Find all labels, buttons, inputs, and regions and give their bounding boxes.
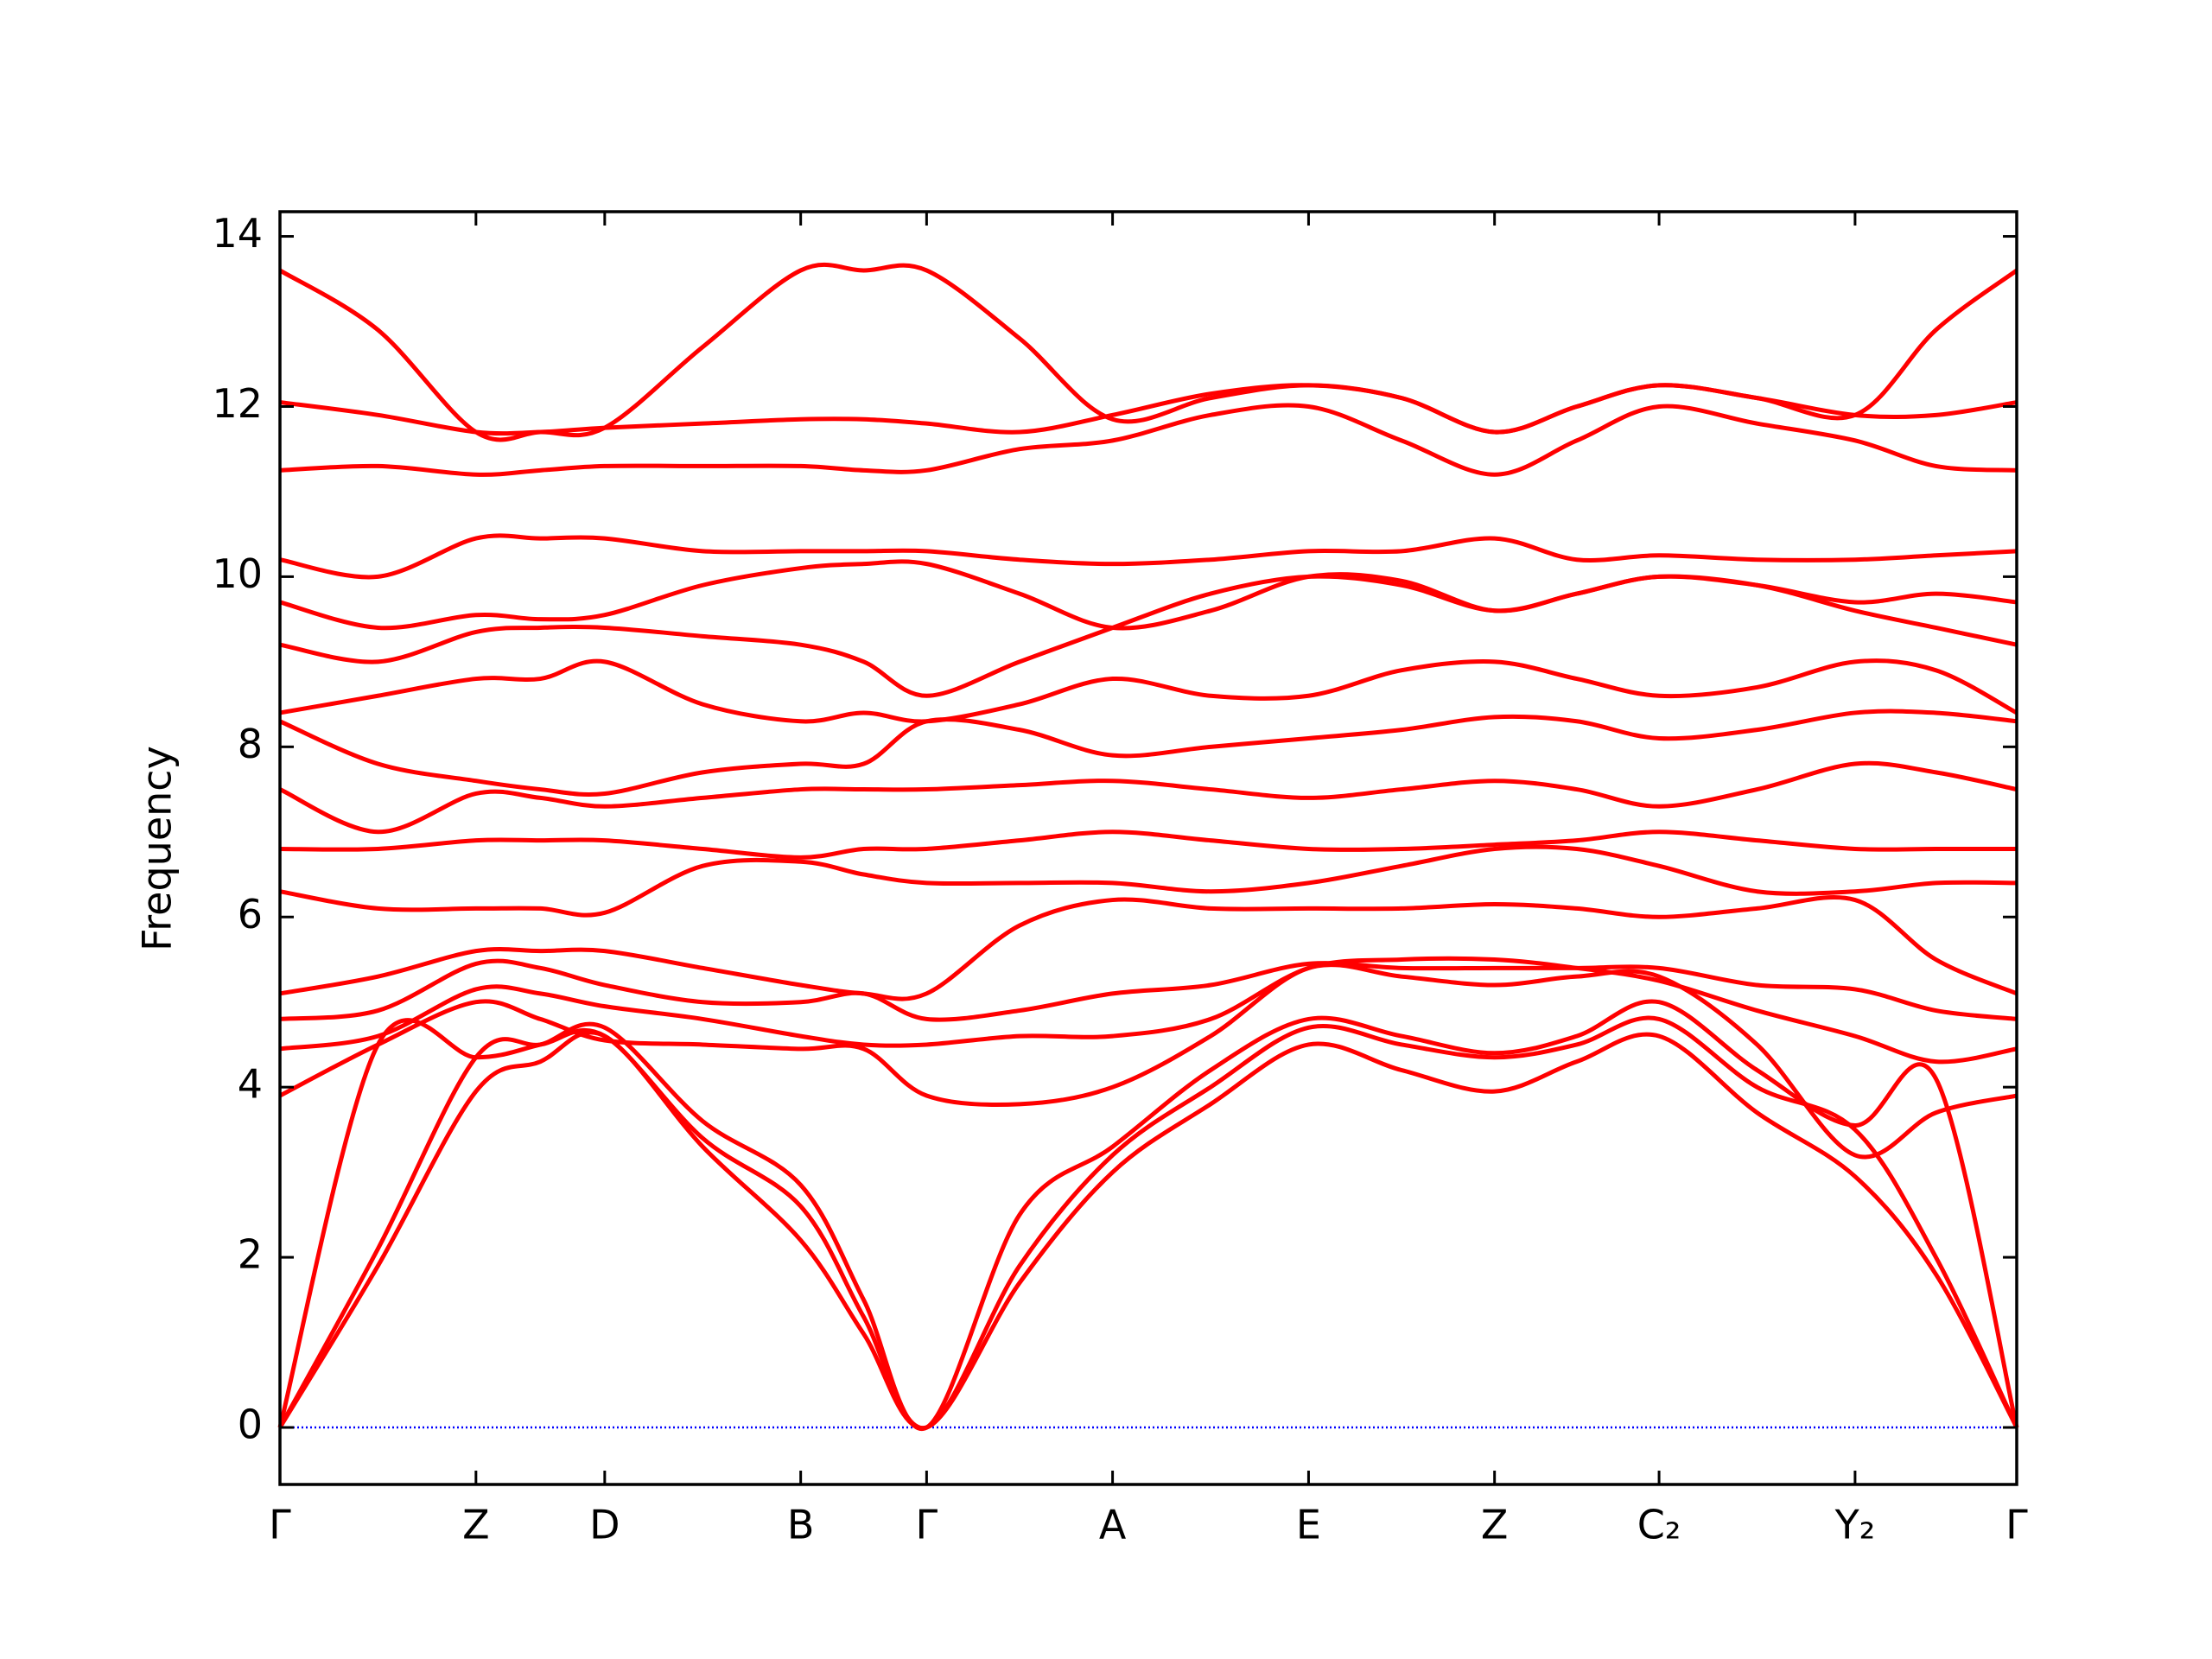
x-tick-label: Γ	[916, 1502, 938, 1548]
band-line	[279, 559, 2018, 631]
x-tick-label: Γ	[2005, 1502, 2028, 1548]
y-tick-label: 10	[212, 550, 263, 597]
y-tick-label: 2	[238, 1231, 263, 1278]
x-tick-label: E	[1296, 1502, 1321, 1548]
x-tick-label: A	[1099, 1502, 1127, 1548]
band-line	[278, 262, 2018, 442]
band-line	[279, 709, 2018, 797]
band-line	[279, 658, 2018, 724]
band-line	[277, 1030, 2019, 1431]
x-tick-label: Y₂	[1834, 1502, 1876, 1548]
x-tick-label: Γ	[269, 1502, 291, 1548]
band-line	[277, 999, 2019, 1432]
band-line	[279, 830, 2017, 860]
band-line	[279, 383, 2018, 436]
band-line	[279, 533, 2018, 580]
y-tick-label: 0	[238, 1402, 263, 1448]
x-tick-label: C₂	[1637, 1502, 1681, 1548]
band-line	[278, 760, 2018, 835]
x-tick-label: B	[787, 1502, 815, 1548]
band-line	[277, 1015, 2019, 1431]
band-line	[278, 963, 2018, 1160]
band-line	[279, 844, 2018, 918]
plot-frame	[278, 210, 2018, 1486]
band-line	[279, 956, 2018, 1065]
y-tick-label: 8	[238, 721, 263, 767]
band-line	[279, 403, 2018, 477]
x-tick-label: Z	[1481, 1502, 1509, 1548]
band-line	[279, 958, 2018, 1022]
x-tick-label: D	[589, 1502, 620, 1548]
y-tick-label: 4	[238, 1061, 263, 1108]
x-tick-label: Z	[462, 1502, 490, 1548]
y-tick-label: 6	[238, 891, 263, 938]
y-tick-label: 12	[212, 380, 263, 427]
y-tick-label: 14	[212, 210, 263, 257]
band-line	[279, 895, 2018, 1001]
y-axis-label: Frequency	[134, 746, 181, 951]
